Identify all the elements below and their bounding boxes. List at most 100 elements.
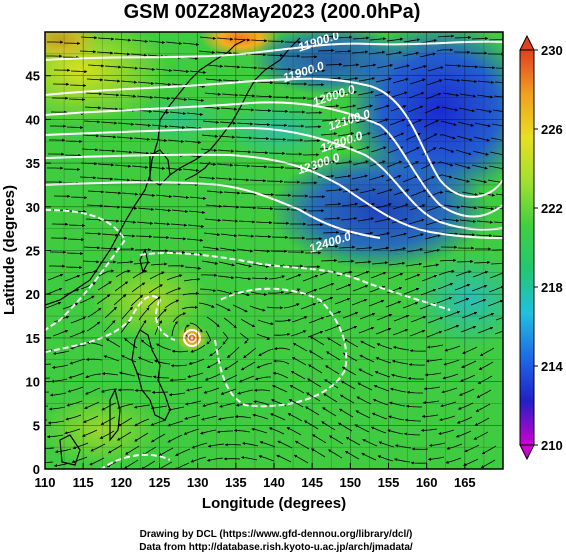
- wind-streamline: [476, 220, 494, 224]
- wind-streamline: [351, 298, 368, 306]
- wind-streamline: [340, 90, 358, 95]
- wind-streamline: [393, 189, 410, 196]
- wind-streamline: [103, 320, 116, 333]
- wind-streamline: [409, 329, 426, 337]
- wind-streamline: [334, 174, 352, 179]
- wind-streamline: [200, 429, 217, 435]
- wind-streamline: [67, 386, 84, 393]
- wind-streamline: [321, 118, 339, 122]
- wind-streamline: [115, 269, 131, 278]
- wind-streamline: [388, 415, 405, 421]
- wind-streamline: [372, 398, 389, 406]
- x-tick-label: 110: [35, 475, 56, 490]
- wind-streamline: [187, 98, 205, 102]
- wind-streamline: [216, 163, 234, 167]
- colorbar-tick-label: 214: [541, 359, 563, 374]
- wind-streamline: [86, 78, 104, 82]
- wind-streamline: [392, 77, 409, 84]
- wind-streamline: [142, 446, 157, 456]
- wind-streamline: [152, 235, 170, 240]
- wind-streamline: [96, 51, 114, 55]
- wind-streamline: [85, 92, 103, 96]
- wind-streamline: [105, 338, 121, 348]
- colorbar-tick-label: 222: [541, 201, 563, 216]
- wind-streamline: [392, 346, 410, 351]
- wind-streamline: [443, 78, 461, 83]
- wind-streamline: [352, 36, 370, 40]
- wind-streamline: [70, 69, 88, 74]
- wind-streamline: [354, 424, 370, 433]
- wind-streamline: [201, 415, 218, 421]
- wind-streamline: [327, 337, 342, 347]
- wind-streamline: [461, 360, 477, 368]
- wind-streamline: [266, 306, 284, 310]
- wind-streamline: [239, 206, 257, 210]
- wind-streamline: [357, 90, 375, 96]
- wind-streamline: [267, 290, 285, 295]
- wind-streamline: [158, 447, 174, 457]
- wind-streamline: [325, 310, 342, 318]
- wind-streamline: [130, 294, 144, 307]
- wind-streamline: [457, 121, 474, 127]
- wind-streamline: [119, 220, 137, 224]
- wind-streamline: [436, 174, 453, 179]
- wind-streamline: [98, 149, 116, 153]
- wind-streamline: [233, 290, 250, 297]
- wind-streamline: [441, 232, 459, 236]
- wind-streamline: [236, 122, 254, 126]
- wind-streamline: [355, 410, 371, 419]
- wind-streamline: [393, 64, 410, 70]
- wind-streamline: [240, 66, 258, 70]
- wind-streamline: [240, 361, 256, 371]
- wind-streamline: [137, 356, 154, 364]
- wind-streamline: [253, 123, 271, 127]
- wind-streamline: [183, 428, 200, 435]
- wind-streamline: [424, 234, 441, 240]
- wind-streamline: [251, 276, 269, 281]
- wind-streamline: [114, 38, 132, 42]
- colorbar-scale: [519, 49, 535, 446]
- wind-streamline: [222, 374, 238, 383]
- wind-streamline: [354, 260, 372, 264]
- wind-streamline: [234, 276, 252, 281]
- wind-streamline: [169, 111, 187, 116]
- wind-streamline: [234, 415, 252, 419]
- contour-12500-b: [214, 287, 348, 408]
- wind-streamline: [368, 174, 385, 181]
- wind-streamline: [341, 202, 359, 207]
- colorbar-tick-label: 210: [541, 438, 563, 453]
- wind-streamline: [389, 401, 406, 407]
- wind-streamline: [459, 93, 477, 98]
- wind-streamline: [266, 179, 284, 184]
- wind-streamline: [355, 246, 373, 250]
- wind-streamline: [271, 385, 288, 393]
- wind-streamline: [273, 332, 291, 337]
- wind-streamline: [131, 39, 149, 43]
- wind-streamline: [268, 275, 286, 280]
- wind-streamline: [410, 65, 427, 71]
- wind-streamline: [390, 232, 407, 238]
- wind-streamline: [240, 192, 258, 196]
- wind-streamline: [120, 80, 138, 84]
- wind-streamline: [45, 447, 55, 449]
- wind-streamline: [325, 188, 343, 192]
- wind-streamline: [340, 216, 358, 221]
- wind-streamline: [293, 454, 309, 464]
- wind-streamline: [324, 324, 341, 332]
- x-tick-label: 145: [301, 475, 323, 490]
- wind-streamline: [84, 106, 102, 110]
- wind-streamline: [476, 94, 494, 99]
- wind-streamline: [101, 372, 119, 376]
- page-title: GSM 00Z28May2023 (200.0hPa): [124, 1, 421, 23]
- wind-streamline: [256, 207, 274, 211]
- wind-streamline: [455, 430, 472, 438]
- wind-streamline: [148, 284, 164, 294]
- wind-streamline: [369, 37, 387, 41]
- wind-streamline: [480, 459, 496, 468]
- wind-streamline: [391, 359, 409, 365]
- wind-streamline: [68, 223, 86, 228]
- wind-streamline: [141, 460, 156, 469]
- wind-streamline: [82, 415, 99, 423]
- wind-streamline: [387, 429, 404, 435]
- wind-streamline: [165, 41, 183, 46]
